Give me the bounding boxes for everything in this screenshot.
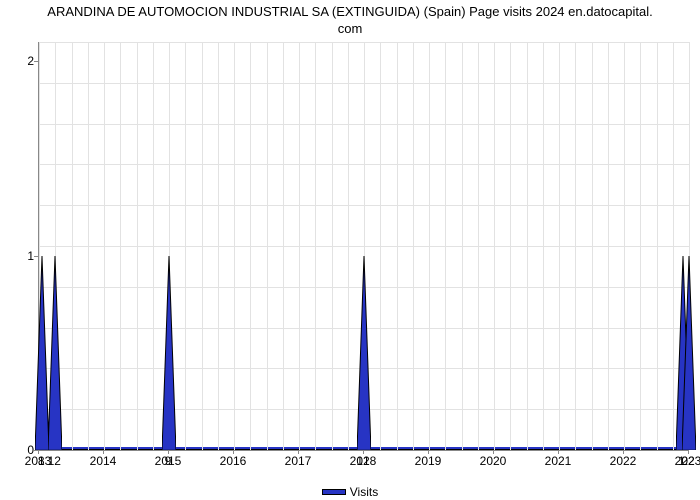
gridline-v-minor — [137, 42, 138, 450]
gridline-v-minor — [72, 42, 73, 450]
gridline-v-minor — [380, 42, 381, 450]
title-line-2: com — [338, 21, 363, 36]
spike-value-label: 9 — [165, 454, 172, 468]
gridline-v-minor — [640, 42, 641, 450]
legend-label: Visits — [350, 485, 378, 499]
gridline-v-minor — [510, 42, 511, 450]
gridline-v-minor — [283, 42, 284, 450]
x-tick-mark — [493, 450, 494, 454]
spike — [162, 256, 176, 450]
gridline-v-minor — [250, 42, 251, 450]
gridline-v — [234, 42, 235, 450]
x-tick-label: 2014 — [90, 454, 117, 468]
chart-title: ARANDINA DE AUTOMOCION INDUSTRIAL SA (EX… — [0, 4, 700, 38]
gridline-v — [559, 42, 560, 450]
gridline-v-minor — [445, 42, 446, 450]
spike — [48, 256, 62, 450]
x-tick-label: 2016 — [220, 454, 247, 468]
x-tick-label: 2017 — [285, 454, 312, 468]
spike — [35, 256, 49, 450]
x-tick-label: 2022 — [610, 454, 637, 468]
spike-value-label: 12 — [356, 454, 369, 468]
x-tick-mark — [558, 450, 559, 454]
gridline-v-minor — [478, 42, 479, 450]
visits-chart: ARANDINA DE AUTOMOCION INDUSTRIAL SA (EX… — [0, 0, 700, 500]
y-tick-label: 2 — [18, 54, 34, 68]
plot-area — [38, 42, 689, 451]
title-line-1: ARANDINA DE AUTOMOCION INDUSTRIAL SA (EX… — [47, 4, 652, 19]
gridline-v-minor — [315, 42, 316, 450]
gridline-v-minor — [543, 42, 544, 450]
gridline-v-minor — [592, 42, 593, 450]
gridline-v-minor — [575, 42, 576, 450]
gridline-v-minor — [397, 42, 398, 450]
x-tick-mark — [233, 450, 234, 454]
gridline-v-minor — [153, 42, 154, 450]
gridline-v — [624, 42, 625, 450]
spike-value-label: 22 — [681, 454, 694, 468]
legend: Visits — [0, 484, 700, 499]
gridline-v — [429, 42, 430, 450]
gridline-v-minor — [608, 42, 609, 450]
gridline-v-minor — [462, 42, 463, 450]
gridline-v-minor — [527, 42, 528, 450]
gridline-v — [299, 42, 300, 450]
x-tick-mark — [623, 450, 624, 454]
gridline-v-minor — [202, 42, 203, 450]
gridline-v-minor — [348, 42, 349, 450]
gridline-v-minor — [413, 42, 414, 450]
gridline-v — [104, 42, 105, 450]
x-tick-mark — [103, 450, 104, 454]
gridline-v-minor — [657, 42, 658, 450]
gridline-v-minor — [218, 42, 219, 450]
y-tick-label: 1 — [18, 249, 34, 263]
gridline-v-minor — [673, 42, 674, 450]
gridline-v-minor — [332, 42, 333, 450]
y-tick-mark — [34, 256, 38, 257]
x-tick-label: 2021 — [545, 454, 572, 468]
gridline-v — [494, 42, 495, 450]
x-tick-label: 2020 — [480, 454, 507, 468]
spike-value-label: 8 — [38, 454, 45, 468]
gridline-v-minor — [267, 42, 268, 450]
x-tick-mark — [428, 450, 429, 454]
legend-swatch — [322, 489, 346, 495]
x-tick-label: 2019 — [415, 454, 442, 468]
gridline-v-minor — [88, 42, 89, 450]
gridline-v-minor — [120, 42, 121, 450]
y-tick-mark — [34, 61, 38, 62]
x-tick-mark — [298, 450, 299, 454]
spike-value-label: 12 — [48, 454, 61, 468]
spike — [682, 256, 696, 450]
gridline-v-minor — [185, 42, 186, 450]
spike — [357, 256, 371, 450]
